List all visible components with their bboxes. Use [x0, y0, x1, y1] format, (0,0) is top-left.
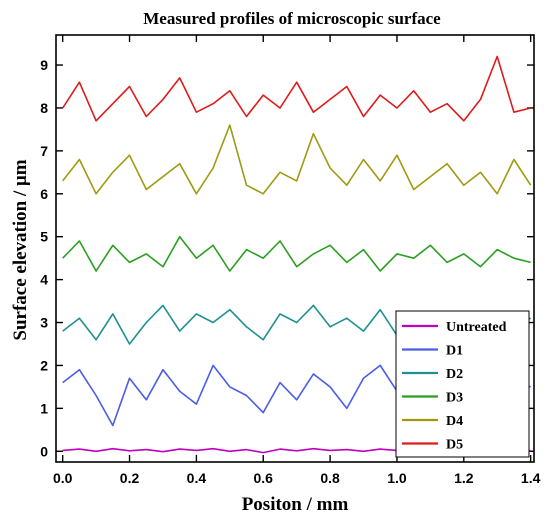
x-tick-label: 0.0 — [53, 470, 73, 486]
y-axis-label: Surface elevation / μm — [10, 159, 31, 340]
y-tick-label: 1 — [40, 400, 48, 416]
y-tick-label: 7 — [40, 143, 48, 159]
series-line-d4 — [62, 124, 532, 195]
y-tick-label: 2 — [40, 357, 48, 373]
legend: Untreated D1 D2 D3 D4 D5 — [395, 310, 530, 458]
legend-label: D5 — [446, 438, 463, 453]
y-tick-label: 3 — [40, 315, 48, 331]
x-tick-label: 0.8 — [320, 470, 340, 486]
y-tick-label: 5 — [40, 229, 48, 245]
y-tick-label: 0 — [40, 443, 48, 459]
legend-label: D3 — [446, 391, 463, 406]
y-tick-label: 9 — [40, 57, 48, 73]
legend-label: D1 — [446, 344, 463, 359]
y-tick-label: 6 — [40, 186, 48, 202]
x-axis-label: Positon / mm — [242, 494, 349, 515]
x-tick-label: 1.2 — [454, 470, 474, 486]
axis-ticks: 0.0 0.2 0.4 0.6 0.8 1.0 1.2 1.4 0 1 2 3 4 5 6 7 8 9 — [40, 35, 541, 486]
legend-label: D2 — [446, 367, 463, 382]
y-tick-label: 8 — [40, 100, 48, 116]
legend-label: Untreated — [446, 320, 507, 335]
x-tick-label: 0.2 — [120, 470, 140, 486]
x-tick-label: 1.0 — [387, 470, 407, 486]
series-line-d3 — [62, 235, 531, 272]
x-tick-label: 0.6 — [254, 470, 274, 486]
plot-area — [55, 34, 535, 463]
x-tick-label: 1.4 — [521, 470, 541, 486]
legend-box — [395, 310, 530, 458]
chart-title: Measured profiles of microscopic surface — [143, 9, 441, 28]
x-tick-label: 0.4 — [187, 470, 207, 486]
series-line-d5 — [62, 55, 531, 122]
y-tick-label: 4 — [40, 272, 48, 288]
legend-label: D4 — [446, 414, 463, 429]
